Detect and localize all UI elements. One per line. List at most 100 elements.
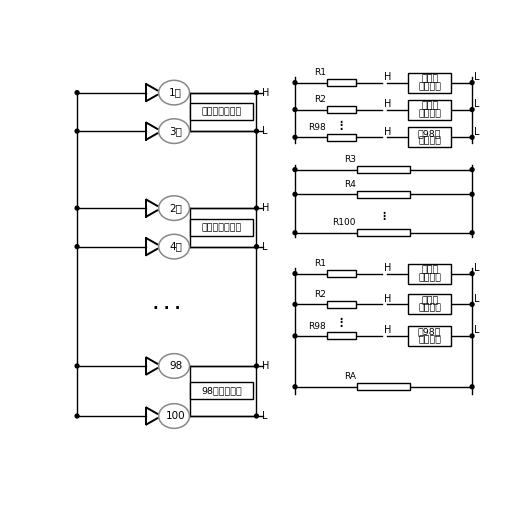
Text: 第２环测量通道: 第２环测量通道 (202, 223, 242, 232)
Bar (327, 106, 356, 113)
Text: R2: R2 (314, 95, 326, 104)
Circle shape (75, 244, 79, 249)
Bar (408, 73, 451, 92)
Circle shape (293, 108, 297, 111)
Text: H: H (384, 294, 391, 304)
Bar (356, 191, 411, 197)
Text: 测量通道: 测量通道 (418, 109, 441, 118)
Ellipse shape (159, 119, 189, 144)
Text: 测量通道: 测量通道 (418, 82, 441, 91)
Text: R98: R98 (308, 123, 326, 132)
Text: 4环: 4环 (169, 242, 182, 252)
Circle shape (254, 244, 259, 249)
Text: R100: R100 (332, 219, 356, 228)
Circle shape (254, 414, 259, 418)
Text: L: L (262, 126, 268, 136)
Circle shape (470, 303, 474, 306)
Text: R4: R4 (344, 180, 356, 189)
Circle shape (293, 334, 297, 338)
Bar (190, 382, 253, 399)
Circle shape (293, 192, 297, 196)
Text: L: L (473, 294, 479, 304)
Text: L: L (473, 127, 479, 137)
Bar (408, 326, 451, 346)
Text: 2环: 2环 (169, 203, 182, 213)
Circle shape (293, 135, 297, 139)
Circle shape (293, 81, 297, 84)
Bar (408, 295, 451, 314)
Text: 测量通道: 测量通道 (418, 273, 441, 282)
Circle shape (470, 168, 474, 172)
Circle shape (293, 231, 297, 234)
Text: 100: 100 (166, 411, 186, 421)
Text: 98环测量通道: 98环测量通道 (202, 386, 242, 395)
Circle shape (470, 334, 474, 338)
Bar (190, 219, 253, 236)
Text: R1: R1 (314, 259, 326, 268)
Text: ·: · (338, 120, 344, 138)
Bar (327, 301, 356, 308)
Text: ·: · (338, 318, 344, 336)
Bar (327, 79, 356, 86)
Text: 第２环: 第２环 (421, 296, 438, 305)
Text: H: H (384, 325, 391, 335)
Text: 1环: 1环 (169, 88, 182, 98)
Bar (408, 127, 451, 147)
Text: 第98环: 第98环 (418, 327, 442, 336)
Bar (190, 103, 253, 120)
Bar (327, 270, 356, 277)
Ellipse shape (159, 234, 189, 259)
Bar (327, 333, 356, 340)
Text: ·: · (381, 211, 386, 230)
Text: 第１环: 第１环 (421, 74, 438, 83)
Text: 第２环: 第２环 (421, 101, 438, 110)
Ellipse shape (159, 404, 189, 428)
Bar (408, 100, 451, 119)
Circle shape (470, 231, 474, 234)
Text: · · ·: · · · (153, 301, 180, 316)
Text: ·: · (381, 204, 386, 222)
Text: 第１环: 第１环 (421, 265, 438, 274)
Text: R1: R1 (314, 68, 326, 77)
Circle shape (254, 91, 259, 95)
Circle shape (470, 385, 474, 389)
Bar (356, 383, 411, 390)
Circle shape (293, 271, 297, 276)
Circle shape (293, 303, 297, 306)
Bar (327, 134, 356, 141)
Circle shape (293, 385, 297, 389)
Text: R3: R3 (344, 155, 356, 164)
Bar (408, 263, 451, 284)
Text: L: L (473, 263, 479, 273)
Text: H: H (262, 361, 269, 371)
Circle shape (254, 364, 259, 368)
Circle shape (75, 206, 79, 210)
Text: L: L (473, 72, 479, 82)
Text: ·: · (338, 117, 344, 135)
Ellipse shape (159, 354, 189, 378)
Circle shape (470, 192, 474, 196)
Text: 3环: 3环 (169, 126, 182, 136)
Circle shape (293, 168, 297, 172)
Text: 第98环: 第98环 (418, 129, 442, 138)
Circle shape (470, 81, 474, 84)
Circle shape (470, 271, 474, 276)
Circle shape (470, 108, 474, 111)
Text: ·: · (381, 208, 386, 225)
Text: H: H (262, 203, 269, 213)
Text: 测量通道: 测量通道 (418, 304, 441, 313)
Ellipse shape (159, 196, 189, 221)
Text: 第１环测量通道: 第１环测量通道 (202, 107, 242, 116)
Ellipse shape (159, 80, 189, 105)
Text: ·: · (338, 314, 344, 332)
Text: ·: · (338, 115, 344, 133)
Text: H: H (262, 88, 269, 98)
Text: 测量通道: 测量通道 (418, 335, 441, 344)
Circle shape (75, 129, 79, 133)
Text: H: H (384, 99, 391, 109)
Text: L: L (473, 325, 479, 335)
Text: 测量通道: 测量通道 (418, 137, 441, 146)
Text: L: L (473, 99, 479, 109)
Bar (356, 166, 411, 173)
Circle shape (470, 135, 474, 139)
